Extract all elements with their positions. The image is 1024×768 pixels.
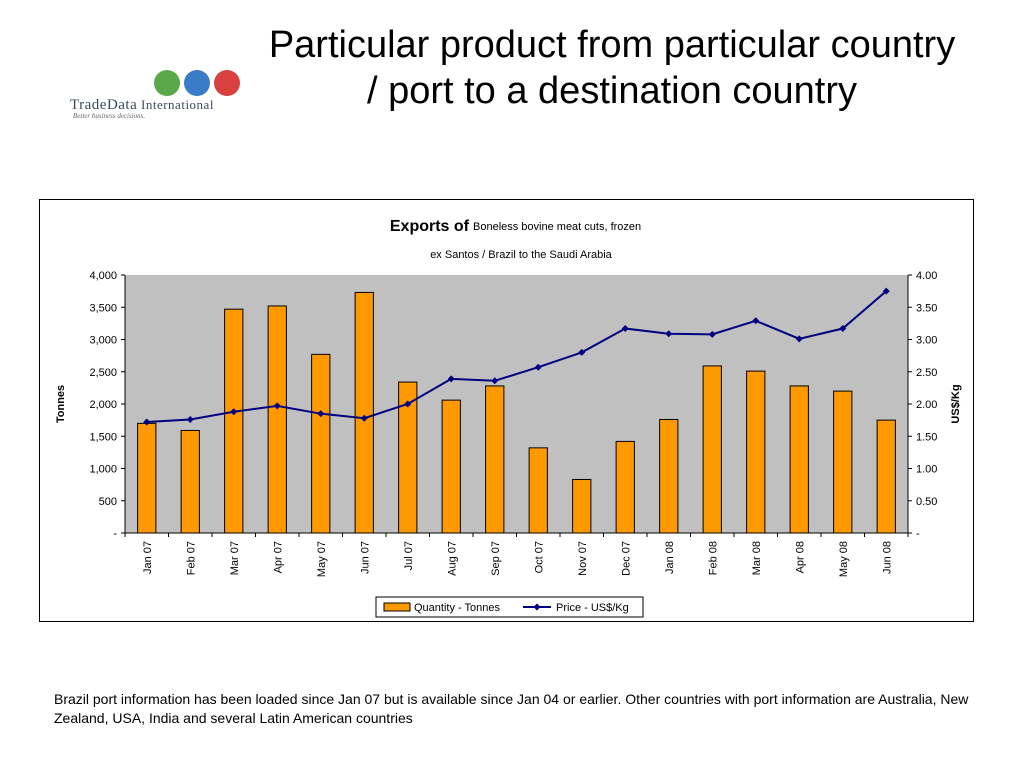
x-tick-label: May 07 <box>316 541 328 577</box>
legend-marker-price <box>533 603 541 611</box>
globe-green-icon <box>154 70 180 96</box>
footnote: Brazil port information has been loaded … <box>54 691 969 726</box>
y-tick-label: 2,500 <box>89 367 117 379</box>
y2-tick-label: 1.00 <box>916 464 937 476</box>
y2-axis-label: US$/Kg <box>950 384 962 423</box>
y-tick-label: 4,000 <box>89 270 117 282</box>
bar-quantity <box>876 419 896 534</box>
bar-quantity <box>833 390 853 534</box>
x-tick-label: Apr 07 <box>272 541 284 573</box>
legend-label-price: Price - US$/Kg <box>556 602 629 614</box>
x-tick-label: Nov 07 <box>577 541 589 576</box>
y-tick-label: 3,500 <box>89 302 117 314</box>
chart-svg: Exports of Boneless bovine meat cuts, fr… <box>55 218 962 618</box>
y-tick-label: 3,000 <box>89 335 117 347</box>
point-price <box>447 375 455 383</box>
point-price <box>882 287 890 295</box>
y2-tick-label: - <box>916 528 920 540</box>
legend-label-quantity: Quantity - Tonnes <box>414 602 501 614</box>
x-tick-label: Sep 07 <box>490 541 502 576</box>
chart-title: Exports of <box>390 218 470 235</box>
y2-tick-label: 3.00 <box>916 335 937 347</box>
bar-quantity <box>702 365 722 534</box>
tradedata-logo: TradeData International Better business … <box>70 68 250 128</box>
point-price <box>404 400 412 408</box>
chart-container: Exports of Boneless bovine meat cuts, fr… <box>39 199 974 622</box>
y2-tick-label: 2.00 <box>916 399 937 411</box>
y-tick-label: 2,000 <box>89 399 117 411</box>
x-tick-label: Jun 07 <box>359 541 371 574</box>
x-tick-label: Mar 08 <box>751 541 763 575</box>
bar-quantity <box>354 291 374 534</box>
point-price <box>752 317 760 325</box>
x-tick-label: Apr 08 <box>794 541 806 573</box>
y-tick-label: 500 <box>99 496 117 508</box>
point-price <box>230 408 238 416</box>
x-tick-label: Aug 07 <box>446 541 458 576</box>
brand-second: International <box>141 97 214 112</box>
y-tick-label: 1,500 <box>89 431 117 443</box>
bar-quantity <box>441 399 461 534</box>
point-price <box>317 410 325 418</box>
bar-quantity <box>267 305 287 534</box>
x-tick-label: Jul 07 <box>403 541 415 570</box>
x-tick-label: Jan 08 <box>664 541 676 574</box>
bar-quantity <box>659 418 679 534</box>
y2-tick-label: 4.00 <box>916 270 937 282</box>
point-price <box>621 325 629 333</box>
point-price <box>273 402 281 410</box>
x-tick-label: Mar 07 <box>229 541 241 575</box>
y-axis-label: Tonnes <box>55 385 67 423</box>
point-price <box>795 335 803 343</box>
bar-quantity <box>180 429 200 534</box>
x-tick-label: Jan 07 <box>142 541 154 574</box>
bar-quantity <box>746 370 766 534</box>
y-tick-label: 1,000 <box>89 464 117 476</box>
plot-area <box>125 275 908 533</box>
point-price <box>839 325 847 333</box>
chart-subtitle-route: ex Santos / Brazil to the Saudi Arabia <box>430 249 612 261</box>
brand-tagline: Better business decisions. <box>73 112 146 120</box>
point-price <box>186 415 194 423</box>
point-price <box>665 330 673 338</box>
point-price <box>578 348 586 356</box>
y2-tick-label: 0.50 <box>916 496 937 508</box>
bar-quantity <box>485 385 505 534</box>
bar-quantity <box>615 440 635 534</box>
chart-subtitle-product: Boneless bovine meat cuts, frozen <box>473 221 641 233</box>
y2-tick-label: 1.50 <box>916 431 937 443</box>
bar-quantity <box>224 308 244 534</box>
x-tick-label: May 08 <box>838 541 850 577</box>
x-tick-label: Dec 07 <box>620 541 632 576</box>
point-price <box>360 414 368 422</box>
bar-quantity <box>137 422 157 534</box>
legend-box <box>375 596 644 618</box>
point-price <box>534 363 542 371</box>
x-tick-label: Oct 07 <box>533 541 545 573</box>
x-tick-label: Feb 07 <box>185 541 197 575</box>
bar-quantity <box>528 447 548 534</box>
bar-quantity <box>398 381 418 534</box>
y2-tick-label: 3.50 <box>916 302 937 314</box>
point-price <box>143 418 151 426</box>
globe-blue-icon <box>184 70 210 96</box>
point-price <box>491 377 499 385</box>
globe-icons <box>154 70 240 96</box>
point-price <box>708 330 716 338</box>
bar-quantity <box>789 385 809 534</box>
brand-main: TradeData <box>70 97 138 113</box>
x-tick-label: Jun 08 <box>881 541 893 574</box>
y2-tick-label: 2.50 <box>916 367 937 379</box>
bar-quantity <box>572 478 592 534</box>
chart-legend: Quantity - Tonnes Price - US$/Kg <box>375 596 644 618</box>
slide-title: Particular product from particular count… <box>268 24 956 112</box>
brand-name: TradeData International <box>70 97 214 114</box>
line-price <box>146 290 887 424</box>
legend-swatch-quantity <box>383 602 411 612</box>
globe-red-icon <box>214 70 240 96</box>
bar-quantity <box>311 353 331 534</box>
y-tick-label: - <box>113 528 117 540</box>
x-tick-label: Feb 08 <box>707 541 719 575</box>
